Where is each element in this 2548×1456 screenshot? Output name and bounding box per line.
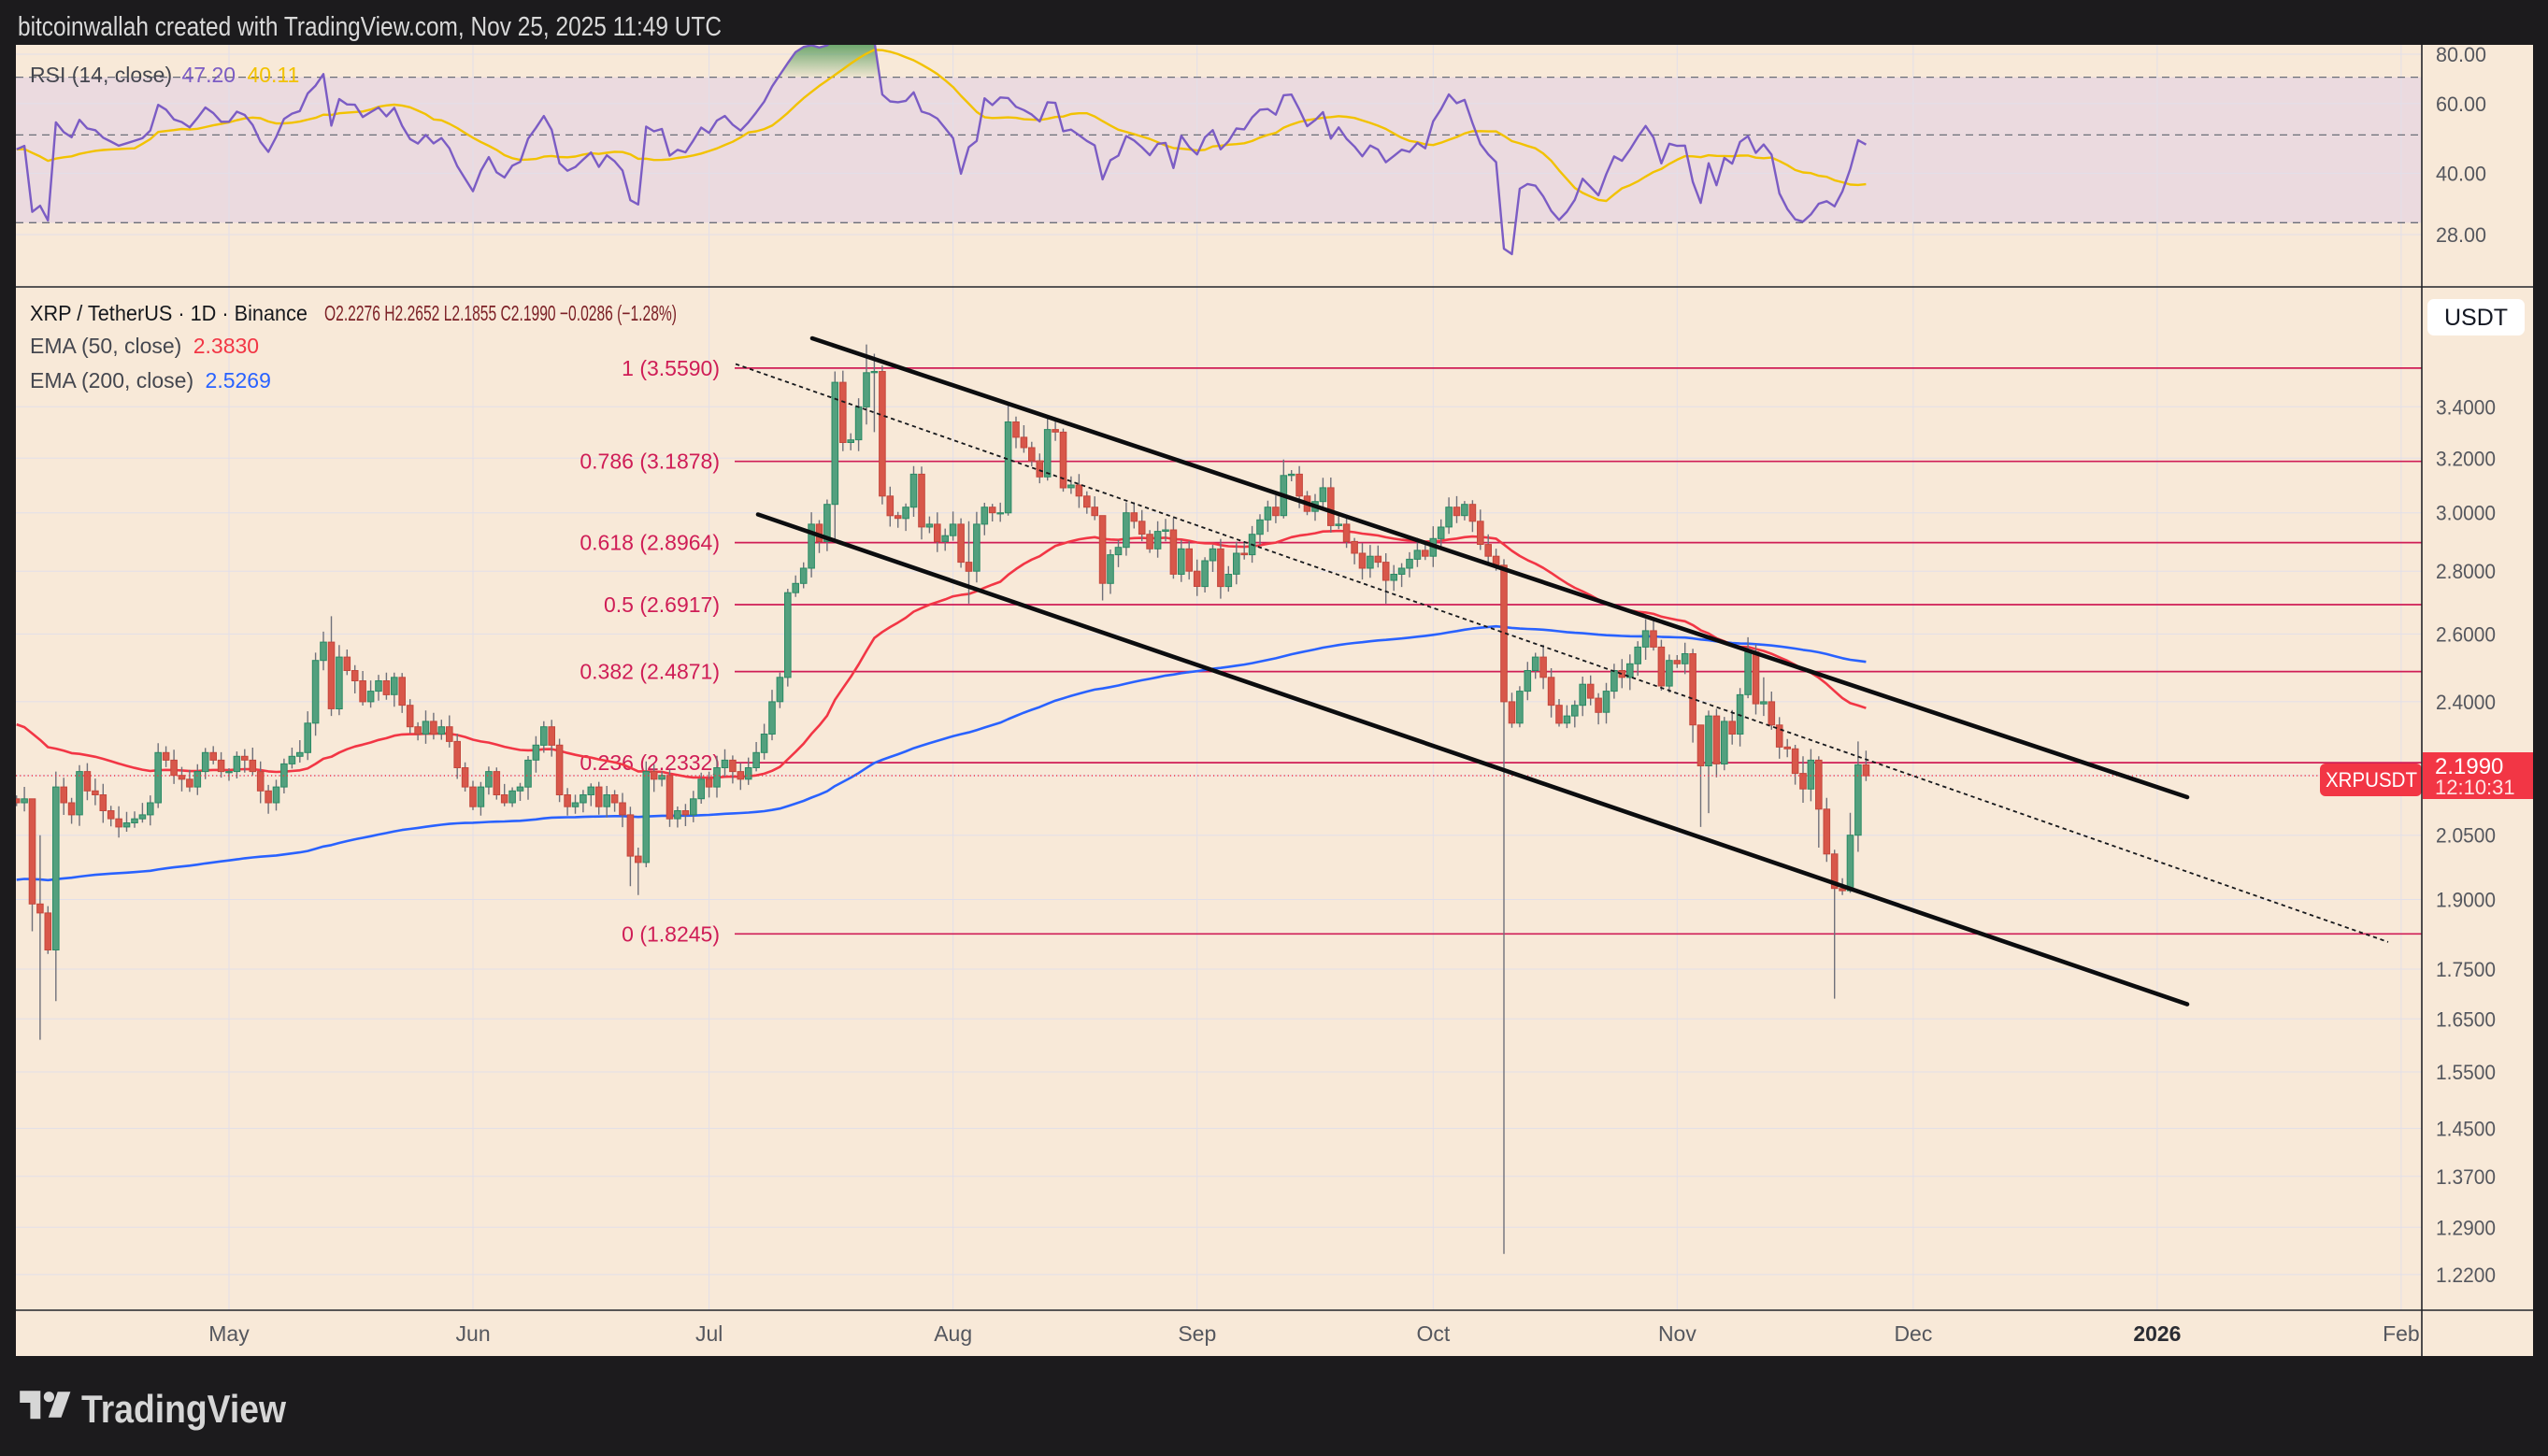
svg-text:EMA (200, close) 2.5269: EMA (200, close) 2.5269 xyxy=(30,368,271,393)
svg-text:2026: 2026 xyxy=(2133,1321,2181,1346)
svg-text:USDT: USDT xyxy=(2444,305,2508,331)
svg-text:Nov: Nov xyxy=(1658,1321,1696,1346)
svg-text:2.1990: 2.1990 xyxy=(2435,754,2503,779)
svg-text:60.00: 60.00 xyxy=(2436,93,2486,116)
svg-text:28.00: 28.00 xyxy=(2436,223,2486,247)
svg-text:0 (1.8245): 0 (1.8245) xyxy=(622,921,720,946)
svg-text:EMA (50, close) 2.3830: EMA (50, close) 2.3830 xyxy=(30,334,259,358)
svg-text:Jul: Jul xyxy=(695,1321,723,1346)
svg-text:1.9000: 1.9000 xyxy=(2436,889,2496,912)
svg-text:1.4500: 1.4500 xyxy=(2436,1117,2496,1140)
svg-text:XRPUSDT: XRPUSDT xyxy=(2326,768,2417,792)
svg-text:3.2000: 3.2000 xyxy=(2436,447,2496,470)
svg-text:Sep: Sep xyxy=(1178,1321,1216,1346)
svg-text:Dec: Dec xyxy=(1894,1321,1932,1346)
svg-text:0.786 (3.1878): 0.786 (3.1878) xyxy=(580,450,720,474)
svg-text:2.4000: 2.4000 xyxy=(2436,691,2496,714)
svg-text:Jun: Jun xyxy=(456,1321,491,1346)
svg-text:Aug: Aug xyxy=(934,1321,972,1346)
svg-text:1.6500: 1.6500 xyxy=(2436,1007,2496,1031)
svg-text:1.2200: 1.2200 xyxy=(2436,1263,2496,1287)
svg-text:40.00: 40.00 xyxy=(2436,162,2486,185)
svg-text:1.7500: 1.7500 xyxy=(2436,958,2496,981)
svg-text:O2.2276 H2.2652 L2.1855 C2.: O2.2276 H2.2652 L2.1855 C2.1990 −0.0286 … xyxy=(324,301,677,325)
svg-text:Feb: Feb xyxy=(2383,1321,2420,1346)
svg-text:1.5500: 1.5500 xyxy=(2436,1061,2496,1084)
svg-text:0.5 (2.6917): 0.5 (2.6917) xyxy=(604,592,720,617)
svg-text:0.618 (2.8964): 0.618 (2.8964) xyxy=(580,531,720,555)
svg-text:TradingView: TradingView xyxy=(81,1387,286,1431)
svg-text:2.6000: 2.6000 xyxy=(2436,622,2496,646)
svg-text:3.0000: 3.0000 xyxy=(2436,502,2496,525)
svg-text:80.00: 80.00 xyxy=(2436,43,2486,66)
svg-text:2.8000: 2.8000 xyxy=(2436,560,2496,583)
svg-text:RSI (14, close) 47.20 40.11: RSI (14, close) 47.20 40.11 xyxy=(30,63,299,87)
svg-text:2.0500: 2.0500 xyxy=(2436,824,2496,848)
svg-text:XRP / TetherUS · 1D · Binance: XRP / TetherUS · 1D · Binance xyxy=(30,301,308,325)
svg-text:0.382 (2.4871): 0.382 (2.4871) xyxy=(580,660,720,684)
svg-text:1.2900: 1.2900 xyxy=(2436,1216,2496,1239)
svg-text:3.4000: 3.4000 xyxy=(2436,395,2496,419)
svg-text:Oct: Oct xyxy=(1417,1321,1451,1346)
svg-text:1.3700: 1.3700 xyxy=(2436,1165,2496,1189)
svg-text:1 (3.5590): 1 (3.5590) xyxy=(622,356,720,380)
svg-text:May: May xyxy=(208,1321,250,1346)
svg-text:12:10:31: 12:10:31 xyxy=(2435,776,2515,799)
svg-text:bitcoinwallah created with Tra: bitcoinwallah created with TradingView.c… xyxy=(18,12,722,42)
